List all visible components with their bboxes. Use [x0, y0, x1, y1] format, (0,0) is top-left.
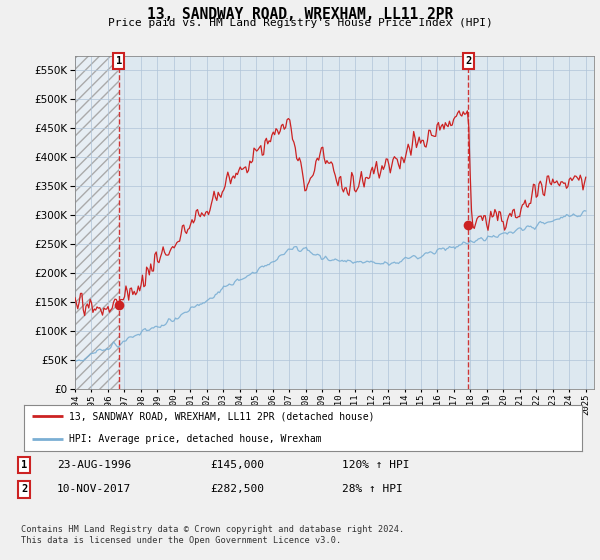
Text: £282,500: £282,500 — [210, 484, 264, 494]
Bar — [75, 56, 119, 389]
Text: 13, SANDWAY ROAD, WREXHAM, LL11 2PR: 13, SANDWAY ROAD, WREXHAM, LL11 2PR — [147, 7, 453, 22]
Text: HPI: Average price, detached house, Wrexham: HPI: Average price, detached house, Wrex… — [68, 435, 321, 444]
Text: 28% ↑ HPI: 28% ↑ HPI — [342, 484, 403, 494]
Text: 1: 1 — [21, 460, 27, 470]
Bar — [75, 56, 119, 389]
Text: 2: 2 — [465, 56, 472, 66]
Text: 23-AUG-1996: 23-AUG-1996 — [57, 460, 131, 470]
Text: 13, SANDWAY ROAD, WREXHAM, LL11 2PR (detached house): 13, SANDWAY ROAD, WREXHAM, LL11 2PR (det… — [68, 412, 374, 421]
Text: 2: 2 — [21, 484, 27, 494]
Text: 1: 1 — [116, 56, 122, 66]
Text: Contains HM Land Registry data © Crown copyright and database right 2024.
This d: Contains HM Land Registry data © Crown c… — [21, 525, 404, 545]
Text: £145,000: £145,000 — [210, 460, 264, 470]
Text: Price paid vs. HM Land Registry's House Price Index (HPI): Price paid vs. HM Land Registry's House … — [107, 18, 493, 29]
Text: 10-NOV-2017: 10-NOV-2017 — [57, 484, 131, 494]
Text: 120% ↑ HPI: 120% ↑ HPI — [342, 460, 409, 470]
